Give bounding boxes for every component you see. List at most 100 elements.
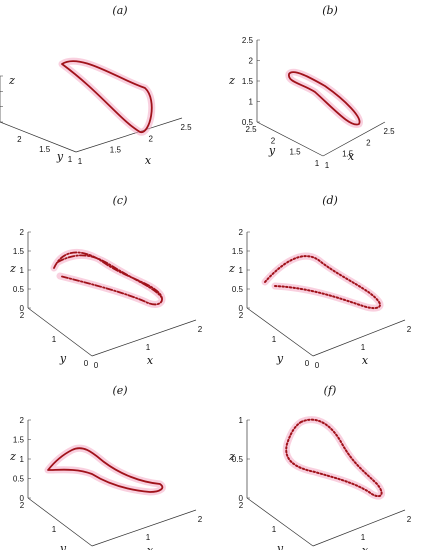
x-tick-label: 2.5 bbox=[383, 127, 395, 136]
panel-2: (b) 0.5 1 1.5 2 2.5 1 1.5 2 2.5 1 1.5 2 2.5 z y x bbox=[228, 4, 395, 170]
y-tick-label: 0 bbox=[84, 359, 89, 368]
y-tick-label: 2 bbox=[20, 311, 25, 320]
y-axis-line bbox=[27, 307, 93, 357]
y-axis-line bbox=[256, 121, 324, 157]
y-axis-label: y bbox=[59, 352, 67, 365]
x-tick-label: 1 bbox=[361, 343, 366, 352]
y-tick-label: 2 bbox=[239, 501, 244, 510]
y-tick-label: 2 bbox=[239, 311, 244, 320]
panel-6: (f)00.51012012zyx bbox=[228, 384, 412, 550]
x-tick-label: 1.5 bbox=[342, 150, 354, 159]
x-tick-label: 2 bbox=[407, 515, 412, 524]
z-tick-label: 1 bbox=[239, 266, 244, 275]
y-tick-label: 1 bbox=[272, 525, 277, 534]
x-tick-label: 1 bbox=[146, 343, 151, 352]
z-tick-label: 1.5 bbox=[242, 77, 254, 86]
y-tick-label: 2 bbox=[20, 501, 25, 510]
y-axis-line bbox=[246, 497, 314, 547]
x-tick-label: 2 bbox=[366, 138, 371, 147]
y-tick-label: 1.5 bbox=[39, 145, 51, 154]
x-tick-label: 2 bbox=[407, 325, 412, 334]
x-axis-line bbox=[91, 509, 197, 547]
z-tick-label: 2 bbox=[249, 57, 254, 66]
z-tick-label: 0 bbox=[239, 494, 244, 503]
z-tick-label: 0 bbox=[20, 494, 25, 503]
y-axis-label: y bbox=[276, 542, 284, 550]
y-axis-label: y bbox=[59, 542, 67, 550]
x-tick-label: 1.5 bbox=[110, 146, 122, 155]
x-axis-label: x bbox=[362, 544, 369, 550]
y-axis-line bbox=[246, 307, 314, 357]
y-tick-label: 2.5 bbox=[245, 125, 257, 134]
y-axis-line bbox=[27, 497, 93, 547]
z-axis-label: z bbox=[228, 262, 235, 275]
x-tick-label: 2 bbox=[198, 515, 203, 524]
y-tick-label: 1 bbox=[52, 525, 57, 534]
panel-label: (d) bbox=[322, 194, 338, 207]
z-tick-label: 1.5 bbox=[232, 247, 244, 256]
z-tick-label: 1.5 bbox=[13, 247, 25, 256]
y-tick-label: 1 bbox=[68, 155, 73, 164]
x-axis-line bbox=[322, 121, 386, 157]
trajectory-halo bbox=[285, 68, 363, 128]
x-tick-label: 2 bbox=[148, 134, 153, 143]
x-axis-label: x bbox=[362, 354, 369, 367]
z-tick-label: 0.5 bbox=[13, 475, 25, 484]
panel-label: (b) bbox=[322, 4, 338, 17]
panel-label: (f) bbox=[324, 384, 337, 397]
panel-label: (c) bbox=[113, 194, 128, 207]
z-tick-label: 0.5 bbox=[242, 118, 254, 127]
panel-label: (a) bbox=[112, 4, 127, 17]
z-tick-label: 2.5 bbox=[242, 36, 254, 45]
y-axis-label: y bbox=[268, 144, 276, 157]
trajectory-curve bbox=[264, 255, 381, 310]
trajectory-curve bbox=[288, 71, 361, 126]
trajectory-curve bbox=[61, 60, 153, 133]
x-axis-label: x bbox=[147, 544, 154, 550]
y-tick-label: 2 bbox=[17, 135, 22, 144]
z-tick-label: 2 bbox=[20, 416, 25, 425]
z-axis-label: z bbox=[228, 450, 235, 463]
x-tick-label: 2 bbox=[198, 325, 203, 334]
x-axis-label: x bbox=[147, 354, 154, 367]
z-axis-label: z bbox=[9, 262, 16, 275]
y-tick-label: 1 bbox=[315, 159, 320, 168]
z-axis-label: z bbox=[228, 74, 235, 87]
x-axis-line bbox=[75, 117, 183, 153]
trajectory-curve bbox=[47, 447, 164, 493]
y-tick-label: 0 bbox=[305, 359, 310, 368]
y-axis-label: y bbox=[56, 150, 64, 163]
x-axis-line bbox=[91, 319, 197, 357]
z-tick-label: 2 bbox=[20, 228, 25, 237]
z-tick-label: 2 bbox=[239, 228, 244, 237]
z-axis-label: z bbox=[9, 450, 16, 463]
x-axis-line bbox=[312, 319, 406, 357]
x-tick-label: 0 bbox=[94, 361, 99, 370]
y-axis-line bbox=[0, 121, 77, 153]
z-tick-label: 1.5 bbox=[13, 436, 25, 445]
z-axis-label: z bbox=[8, 74, 15, 87]
trajectory-curve bbox=[53, 251, 163, 306]
panel-label: (e) bbox=[112, 384, 127, 397]
y-tick-label: 1 bbox=[52, 335, 57, 344]
z-tick-label: 0.5 bbox=[13, 285, 25, 294]
x-axis-label: x bbox=[348, 150, 355, 163]
x-tick-label: 1 bbox=[146, 533, 151, 542]
x-axis-label: x bbox=[145, 154, 152, 167]
x-tick-label: 1 bbox=[78, 157, 83, 166]
x-tick-label: 1 bbox=[325, 161, 330, 170]
trajectory-curve bbox=[285, 418, 383, 498]
z-tick-label: 1 bbox=[20, 266, 25, 275]
x-tick-label: 0 bbox=[315, 361, 320, 370]
y-tick-label: 2 bbox=[271, 136, 276, 145]
x-axis-line bbox=[312, 509, 406, 547]
z-tick-label: 1 bbox=[239, 416, 244, 425]
z-tick-label: 1 bbox=[20, 455, 25, 464]
z-tick-label: 0.5 bbox=[232, 285, 244, 294]
y-tick-label: 1.5 bbox=[289, 148, 301, 157]
